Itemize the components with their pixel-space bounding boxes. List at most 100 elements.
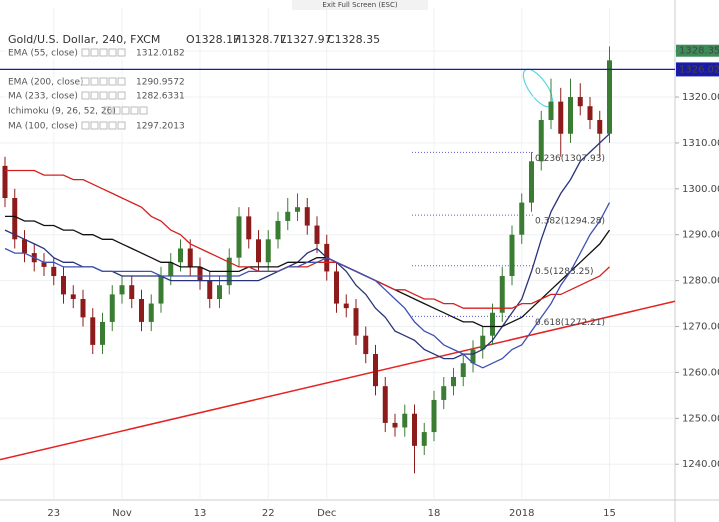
legend-icon bbox=[99, 48, 108, 57]
x-tick-label: Nov bbox=[112, 508, 132, 519]
legend-icon bbox=[103, 106, 112, 115]
candle-body bbox=[597, 119, 603, 134]
legend-bg bbox=[5, 90, 180, 102]
x-tick-label: 22 bbox=[262, 508, 275, 519]
fib-label: 0.5(1283.25) bbox=[535, 267, 594, 277]
candle-body bbox=[577, 97, 583, 107]
x-tick-label: 2018 bbox=[509, 508, 534, 519]
candle-body bbox=[265, 239, 271, 263]
legend-value: 1297.2013 bbox=[136, 122, 185, 132]
x-tick-label: 13 bbox=[194, 508, 207, 519]
candle-body bbox=[490, 312, 495, 336]
candle-body bbox=[519, 202, 525, 235]
candle-body bbox=[587, 106, 593, 120]
candle-body bbox=[2, 165, 8, 199]
legend-icon bbox=[117, 77, 126, 86]
candle-body bbox=[353, 308, 359, 336]
candle-body bbox=[363, 335, 369, 355]
legend-icon bbox=[108, 121, 117, 130]
candle-body bbox=[90, 317, 96, 345]
candle-body bbox=[607, 60, 612, 134]
legend-icon bbox=[117, 91, 126, 100]
price-label-box bbox=[676, 62, 719, 77]
y-tick-label: 1280.00 bbox=[682, 276, 719, 287]
candle-body bbox=[275, 220, 281, 240]
candle-body bbox=[100, 321, 105, 345]
legend-name: MA (233, close) bbox=[8, 92, 78, 102]
legend-value: 1282.6331 bbox=[136, 92, 185, 102]
y-tick-label: 1250.00 bbox=[682, 413, 719, 424]
candle-body bbox=[197, 266, 203, 281]
candle-body bbox=[304, 207, 310, 226]
candle-body bbox=[148, 303, 154, 322]
indicator-line bbox=[4, 202, 611, 369]
indicator-line bbox=[5, 169, 610, 309]
candle-body bbox=[295, 207, 300, 212]
legend-icon bbox=[99, 91, 108, 100]
fib-label: 0.618(1272.21) bbox=[535, 318, 605, 328]
candle-body bbox=[470, 349, 476, 364]
candle-body bbox=[187, 248, 193, 267]
legend-icon bbox=[90, 48, 99, 57]
legend-icon bbox=[117, 48, 126, 57]
candle-body bbox=[314, 225, 320, 244]
exit-fullscreen[interactable]: Exit Full Screen (ESC) bbox=[322, 1, 397, 9]
candle-body bbox=[343, 303, 349, 309]
candle-body bbox=[412, 413, 417, 446]
candle-body bbox=[334, 271, 339, 304]
legend-icon bbox=[81, 48, 90, 57]
candle-body bbox=[41, 262, 47, 267]
candle-body bbox=[178, 248, 183, 263]
legend-icon bbox=[130, 106, 139, 115]
candle-body bbox=[285, 211, 291, 221]
legend-icon bbox=[121, 106, 130, 115]
legend-icon bbox=[81, 121, 90, 130]
candle-body bbox=[382, 386, 388, 423]
candle-body bbox=[529, 161, 534, 203]
legend-name: MA (100, close) bbox=[8, 122, 78, 132]
y-tick-label: 1270.00 bbox=[682, 322, 719, 333]
candle-body bbox=[451, 377, 456, 387]
candle-body bbox=[548, 101, 554, 120]
candle-body bbox=[538, 119, 544, 162]
legend-icon bbox=[90, 77, 99, 86]
candle-body bbox=[402, 413, 408, 428]
trendline bbox=[0, 300, 676, 461]
candle-body bbox=[61, 276, 66, 295]
price-label: 1328.35 bbox=[679, 46, 719, 57]
candle-body bbox=[421, 432, 427, 446]
x-tick-label: 15 bbox=[603, 508, 616, 519]
legend-icon bbox=[90, 121, 99, 130]
price-label-box bbox=[676, 44, 719, 57]
top-bar[interactable] bbox=[292, 0, 428, 10]
legend-icon bbox=[108, 91, 117, 100]
legend-icon bbox=[117, 121, 126, 130]
candle-body bbox=[460, 363, 466, 377]
candle-body bbox=[392, 422, 398, 428]
candle-body bbox=[431, 399, 437, 433]
candle-body bbox=[256, 239, 261, 263]
candle-body bbox=[168, 262, 174, 277]
legend-icon bbox=[81, 77, 90, 86]
y-tick-label: 1320.00 bbox=[682, 92, 719, 103]
candle-body bbox=[558, 101, 564, 134]
legend-icon bbox=[99, 121, 108, 130]
candle-body bbox=[22, 239, 27, 254]
fib-label: 0.382(1294.28) bbox=[535, 217, 605, 227]
legend-name: Ichimoku (9, 26, 52, 26) bbox=[8, 107, 116, 117]
ohlc-value: C1328.35 bbox=[327, 33, 380, 46]
candle-body bbox=[207, 280, 213, 299]
y-tick-label: 1240.00 bbox=[682, 459, 719, 470]
y-tick-label: 1260.00 bbox=[682, 367, 719, 378]
legend-name: EMA (200, close) bbox=[8, 78, 84, 88]
legend-bg bbox=[5, 120, 180, 132]
candle-body bbox=[217, 285, 222, 299]
candle-body bbox=[480, 335, 486, 350]
legend-icon bbox=[108, 77, 117, 86]
legend-value: 1312.0182 bbox=[136, 49, 185, 59]
x-tick-label: 23 bbox=[47, 508, 60, 519]
candle-body bbox=[236, 216, 242, 258]
candle-body bbox=[568, 97, 573, 134]
